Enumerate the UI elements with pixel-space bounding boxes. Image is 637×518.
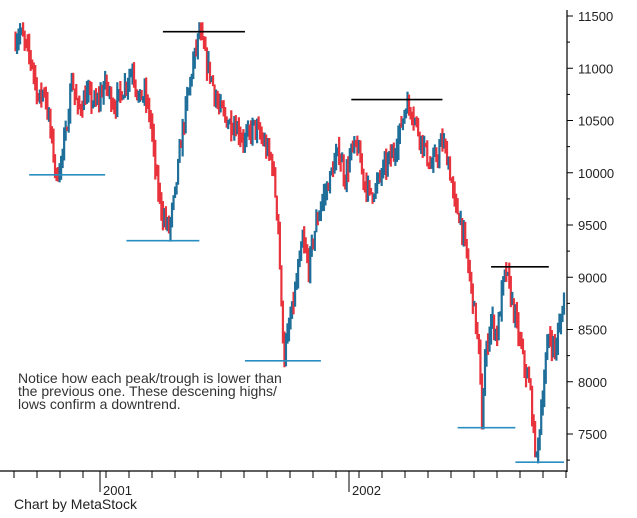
annotation-line-1: Notice how each peak/trough is lower tha… bbox=[18, 370, 282, 386]
x-tick-label: 2002 bbox=[352, 483, 381, 498]
y-tick-label: 11500 bbox=[578, 9, 613, 24]
y-tick-label: 9000 bbox=[578, 270, 607, 285]
annotation-line-2: the previous one. These descening highs/ bbox=[18, 383, 277, 399]
x-tick-label: 2001 bbox=[103, 483, 132, 498]
y-tick-label: 8000 bbox=[578, 375, 607, 390]
y-tick-label: 10500 bbox=[578, 114, 614, 129]
y-tick-label: 9500 bbox=[578, 218, 607, 233]
annotation-line-3: lows confirm a downtrend. bbox=[18, 396, 181, 412]
annotation-text: Notice how each peak/trough is lower tha… bbox=[18, 370, 438, 412]
peak-trough-lines bbox=[29, 30, 564, 464]
y-tick-label: 8500 bbox=[578, 323, 607, 338]
y-tick-label: 11000 bbox=[578, 61, 613, 76]
axes: 7500 8000 8500 9000 9500 10000 10500 11000 11500… bbox=[0, 9, 614, 498]
y-tick-label: 7500 bbox=[578, 427, 607, 442]
y-tick-label: 10000 bbox=[578, 166, 614, 181]
chart-credit: Chart by MetaStock bbox=[14, 496, 137, 512]
